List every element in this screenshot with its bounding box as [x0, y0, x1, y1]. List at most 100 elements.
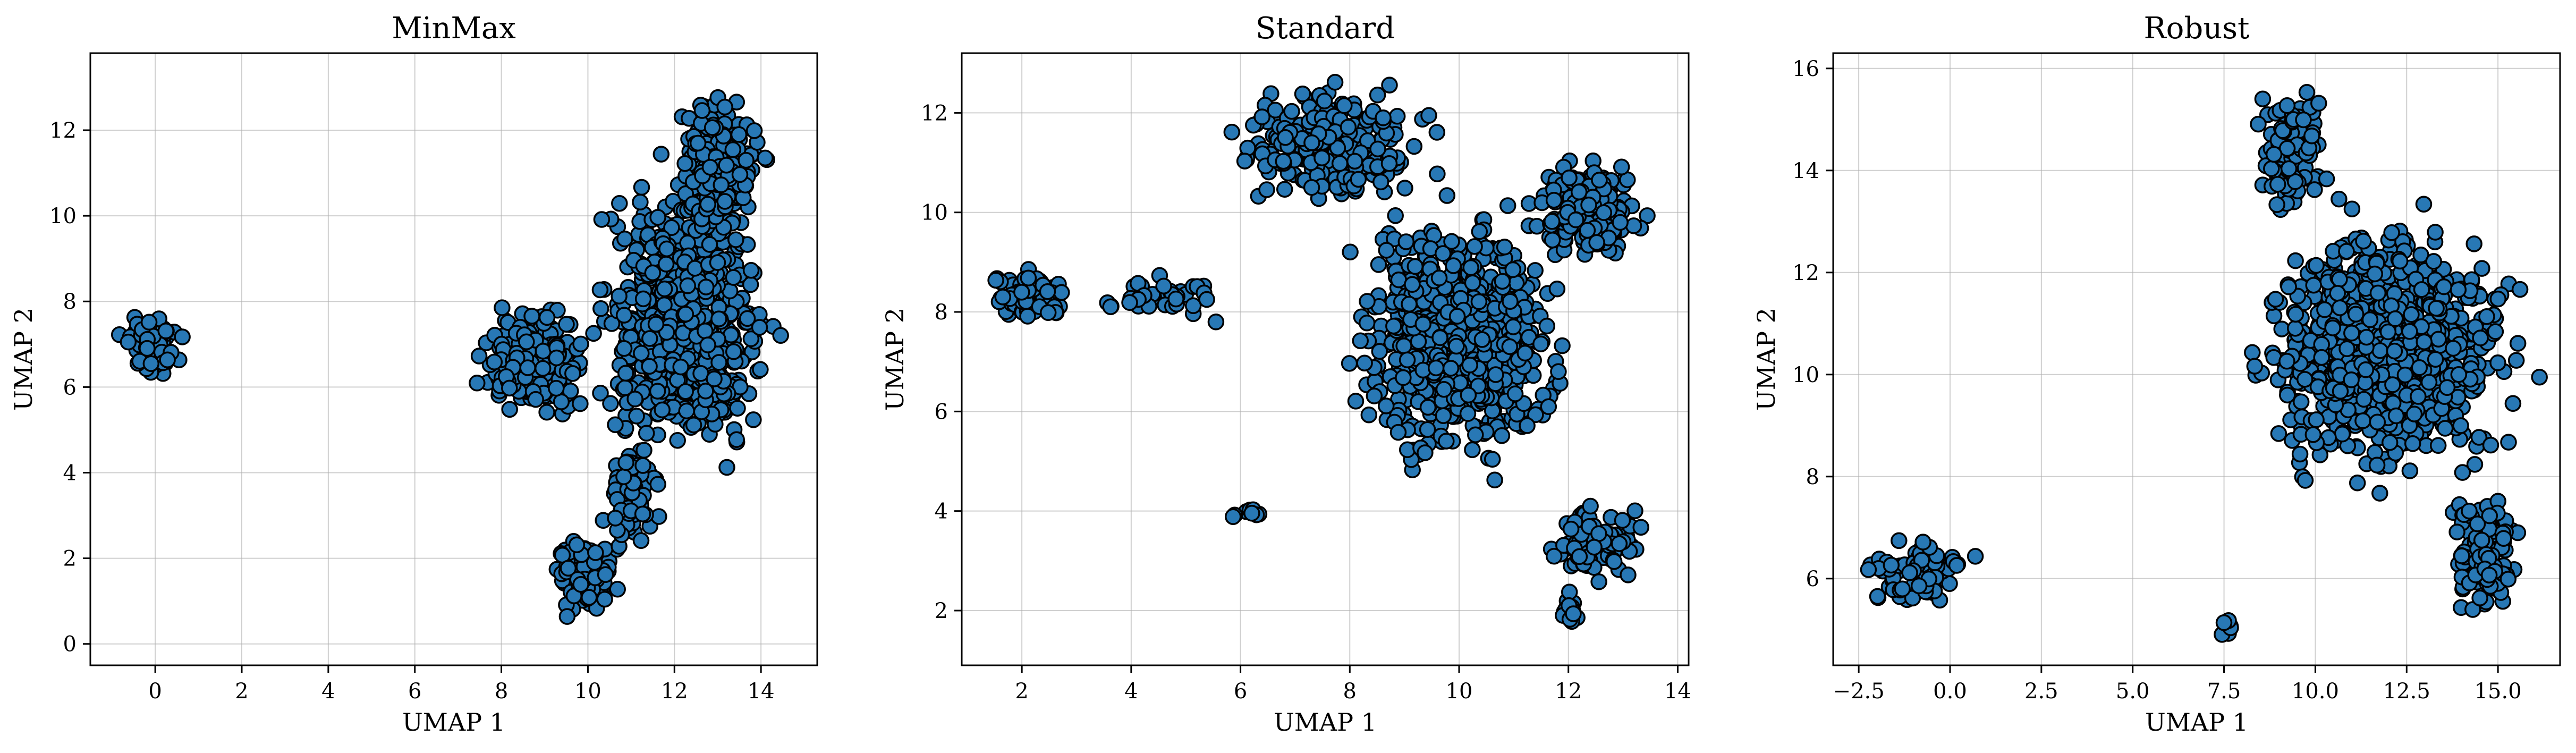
data-point — [1399, 351, 1416, 369]
data-point — [2343, 200, 2361, 218]
data-point — [739, 310, 756, 327]
data-point — [1901, 564, 1918, 581]
data-point — [2287, 252, 2304, 269]
data-point — [2250, 115, 2267, 133]
data-point — [725, 343, 742, 360]
data-point — [2357, 361, 2375, 378]
x-tick-label: 2 — [1015, 679, 1028, 704]
data-point — [1464, 274, 1481, 292]
data-point — [157, 323, 174, 340]
y-tick-label: 4 — [935, 500, 948, 524]
data-point — [724, 141, 742, 158]
data-point — [1381, 77, 1398, 94]
x-tick-label: 7.5 — [2207, 679, 2241, 704]
data-point — [1404, 276, 1421, 293]
data-point — [2310, 95, 2327, 112]
data-point — [1352, 332, 1369, 350]
data-point — [2495, 530, 2512, 547]
data-point — [1550, 363, 1567, 380]
x-tick-label: 8 — [1343, 679, 1357, 704]
data-point — [2347, 306, 2365, 323]
data-point — [1283, 103, 1300, 120]
data-point — [523, 308, 540, 325]
scatter-points — [111, 89, 789, 625]
data-point — [2308, 411, 2325, 428]
data-point — [2298, 83, 2316, 101]
data-point — [2480, 566, 2498, 583]
data-point — [628, 408, 645, 425]
data-point — [1459, 405, 1477, 422]
data-point — [2452, 417, 2469, 434]
y-tick-label: 6 — [935, 400, 948, 424]
data-point — [1224, 508, 1242, 525]
data-point — [2263, 160, 2280, 177]
data-point — [1395, 369, 1412, 386]
x-tick-label: 14 — [748, 679, 775, 704]
y-tick-label: 12 — [1792, 261, 1819, 285]
data-point — [1435, 380, 1453, 398]
data-point — [729, 400, 746, 417]
data-point — [718, 459, 735, 476]
data-point — [731, 166, 749, 183]
data-point — [2428, 300, 2445, 317]
data-point — [2500, 434, 2517, 451]
data-point — [2435, 278, 2453, 295]
data-point — [615, 340, 633, 357]
y-tick-label: 8 — [1806, 465, 1819, 489]
data-point — [2381, 434, 2399, 451]
data-point — [987, 272, 1004, 289]
data-point — [1366, 387, 1383, 404]
y-axis-label: UMAP 2 — [880, 308, 909, 411]
data-point — [1380, 155, 1398, 172]
data-point — [2509, 335, 2527, 352]
data-point — [1417, 444, 1434, 461]
data-point — [1590, 573, 1607, 590]
data-point — [1360, 406, 1378, 424]
data-point — [1331, 155, 1349, 172]
x-tick-label: 14 — [1664, 679, 1691, 704]
data-point — [1883, 556, 1900, 574]
data-point — [2331, 299, 2349, 316]
data-point — [679, 277, 697, 294]
data-point — [1267, 101, 1284, 119]
data-point — [1427, 359, 1445, 377]
data-point — [2215, 614, 2233, 631]
data-point — [632, 193, 649, 211]
data-point — [1419, 421, 1436, 438]
data-point — [1545, 191, 1563, 209]
data-point — [1370, 256, 1387, 273]
data-point — [2265, 146, 2283, 163]
axes-frame — [89, 52, 818, 666]
data-point — [120, 333, 137, 351]
data-point — [1505, 318, 1522, 335]
scatter-points — [1860, 83, 2548, 643]
data-point — [2254, 90, 2272, 107]
data-point — [1461, 357, 1478, 374]
data-point — [641, 330, 658, 347]
data-point — [1184, 297, 1202, 315]
data-point — [2278, 353, 2295, 370]
data-point — [994, 289, 1012, 306]
data-point — [2308, 257, 2325, 274]
data-point — [634, 457, 651, 474]
data-point — [697, 383, 714, 400]
data-point — [2313, 349, 2330, 366]
data-point — [1388, 108, 1406, 125]
data-point — [174, 328, 191, 345]
data-point — [2369, 284, 2387, 302]
data-point — [591, 281, 609, 299]
data-point — [1527, 406, 1544, 424]
data-point — [2295, 111, 2312, 129]
x-tick-label: 12 — [1555, 679, 1582, 704]
data-point — [653, 146, 670, 163]
data-point — [1430, 269, 1448, 286]
data-point — [1053, 284, 1070, 301]
data-point — [1582, 497, 1599, 515]
data-point — [2427, 224, 2444, 241]
data-point — [593, 211, 611, 228]
data-point — [2478, 308, 2495, 325]
data-point — [677, 383, 694, 400]
data-point — [1528, 217, 1546, 235]
data-point — [1336, 97, 1353, 114]
y-tick-label: 6 — [1806, 567, 1819, 591]
